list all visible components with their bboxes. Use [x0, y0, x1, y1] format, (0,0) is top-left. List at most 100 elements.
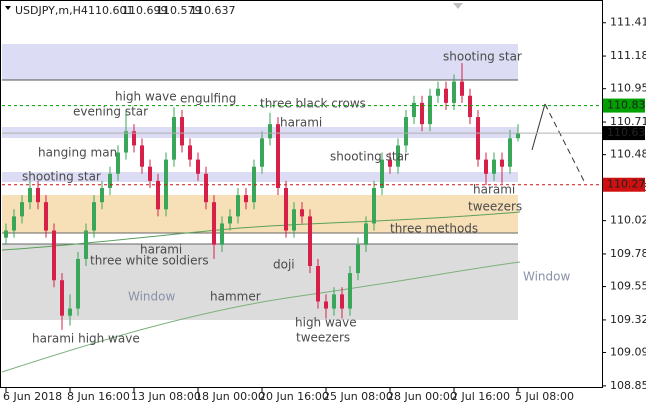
- candle-body: [36, 187, 40, 203]
- candle-body: [44, 202, 48, 231]
- candle-body: [308, 216, 312, 267]
- candle-body: [100, 187, 104, 203]
- x-tick-label: 13 Jun 08:00: [131, 390, 201, 403]
- candle-body: [76, 258, 80, 309]
- y-tick-label: 108.855: [610, 379, 646, 392]
- header-low: 110.579: [156, 4, 202, 17]
- header-close: 110.637: [190, 4, 236, 17]
- candle-body: [428, 95, 432, 125]
- candle-body: [204, 173, 208, 203]
- annotation: engulfing: [180, 92, 236, 106]
- candle-body: [436, 88, 440, 96]
- candle-body: [132, 131, 136, 146]
- annotations: shooting star high wave engulfing three …: [22, 50, 571, 346]
- candle-body: [20, 202, 24, 217]
- candle-body: [220, 223, 224, 245]
- annotation: high wave: [295, 316, 357, 330]
- y-tick-label: 110.950: [610, 82, 646, 95]
- price-marker-label: 110.637: [607, 126, 646, 139]
- candle-body: [332, 294, 336, 309]
- annotation: Window: [128, 290, 176, 304]
- candle-body: [388, 159, 392, 167]
- annotation: Window: [523, 270, 571, 284]
- y-tick-label: 109.090: [610, 346, 646, 359]
- x-tick-label: 28 Jun 00:00: [387, 390, 457, 403]
- candle-body: [380, 159, 384, 188]
- projection: [531, 103, 586, 184]
- y-tick-label: 111.415: [610, 16, 646, 29]
- zone: [2, 44, 518, 80]
- candle-body: [68, 308, 72, 316]
- annotation: hanging man: [38, 146, 117, 160]
- candle-body: [404, 117, 408, 146]
- candle-body: [148, 166, 152, 181]
- candle-body: [244, 195, 248, 203]
- projection-line: [531, 103, 546, 151]
- annotation: high wave: [115, 90, 177, 104]
- projection-line: [544, 103, 586, 184]
- candle-body: [28, 187, 32, 203]
- annotation: hammer: [210, 290, 261, 304]
- candle-body: [236, 195, 240, 217]
- candle-body: [188, 145, 192, 160]
- annotation: harami high wave: [32, 332, 140, 346]
- candle-body: [52, 230, 56, 281]
- candle-body: [12, 216, 16, 231]
- y-tick-label: 109.555: [610, 280, 646, 293]
- candle-body: [172, 117, 176, 160]
- annotation: three white soldiers: [90, 254, 209, 268]
- candle-body: [468, 95, 472, 118]
- candle-body: [116, 152, 120, 174]
- zone: [2, 127, 518, 138]
- moving-average: [1, 261, 521, 373]
- candle-body: [444, 88, 448, 103]
- candle-body: [516, 133, 520, 139]
- header: USDJPY,m,H4 110.601 110.699 110.579 110.…: [5, 4, 236, 17]
- annotation: doji: [273, 258, 295, 272]
- y-tick-label: 110.715: [610, 115, 646, 128]
- candle-body: [108, 173, 112, 188]
- x-tick-label: 8 Jun 16:00: [67, 390, 130, 403]
- candle-body: [356, 244, 360, 274]
- header-open: 110.601: [88, 4, 134, 17]
- symbol: USDJPY,m,H4: [15, 4, 88, 17]
- x-tick-label: 2 Jul 16:00: [451, 390, 510, 403]
- price-marker-label: 110.273: [607, 178, 646, 191]
- candle-body: [372, 187, 376, 224]
- x-tick-label: 5 Jul 08:00: [515, 390, 574, 403]
- annotation: harami: [473, 183, 515, 197]
- candle-body: [460, 81, 464, 96]
- header-high: 110.699: [122, 4, 168, 17]
- annotation: shooting star: [330, 150, 409, 164]
- candle-body: [316, 266, 320, 302]
- moving-average: [1, 211, 521, 251]
- candle-body: [396, 145, 400, 167]
- price-marker: [603, 98, 645, 113]
- x-tick-label: 20 Jun 16:00: [259, 390, 329, 403]
- plot-frame: [0, 0, 603, 388]
- candle-body: [92, 202, 96, 231]
- annotation: shooting star: [443, 50, 522, 64]
- annotation: tweezers: [468, 200, 522, 214]
- candle-body: [156, 180, 160, 210]
- annotation: three methods: [390, 222, 478, 236]
- candle-body: [508, 138, 512, 167]
- y-tick-label: 111.18: [610, 49, 646, 62]
- annotation: harami: [140, 243, 182, 257]
- candle-body: [140, 145, 144, 167]
- price-marker-label: 110.831: [607, 99, 646, 112]
- candle-body: [364, 223, 368, 245]
- annotation: evening star: [73, 105, 148, 119]
- candle-body: [84, 230, 88, 259]
- candle-body: [300, 209, 304, 217]
- candle-body: [340, 294, 344, 309]
- candle-body: [500, 159, 504, 167]
- price-marker: [603, 126, 645, 141]
- price-marker: [603, 177, 645, 192]
- candle-body: [452, 81, 456, 103]
- candle-body: [4, 230, 8, 238]
- y-tick-label: 110.485: [610, 148, 646, 161]
- candle-body: [124, 131, 128, 153]
- candle-body: [492, 159, 496, 174]
- candle-body: [260, 138, 264, 167]
